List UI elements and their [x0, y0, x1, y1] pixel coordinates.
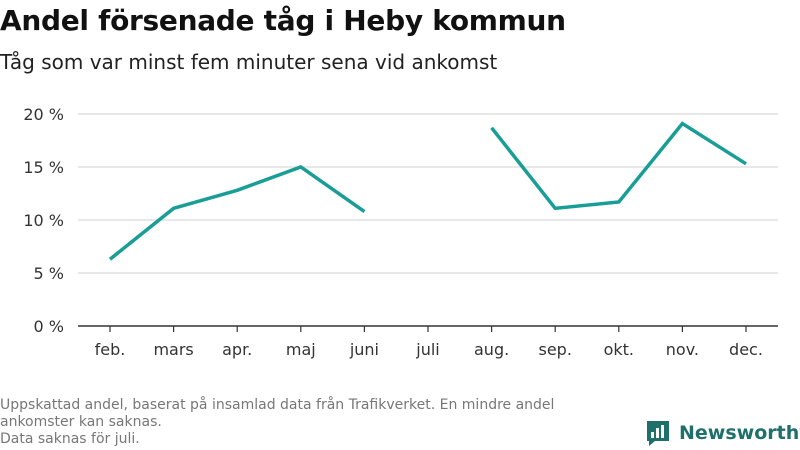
y-tick-label: 15 % — [23, 158, 64, 177]
footnote-line: ankomster kan saknas. — [0, 414, 162, 430]
y-tick-label: 20 % — [23, 105, 64, 124]
x-tick-label: juli — [415, 340, 439, 359]
x-tick-label: maj — [286, 340, 316, 359]
line-chart: 0 % 5 % 10 % 15 % 20 % feb. mars apr. maj juni jul… — [23, 105, 778, 359]
chart-title: Andel försenade tåg i Heby kommun — [0, 4, 566, 37]
bar-chart-logo-icon — [647, 421, 669, 446]
x-tick-label: juni — [349, 340, 379, 359]
x-tick-label: nov. — [666, 340, 699, 359]
footnote: Uppskattad andel, baserat på insamlad da… — [0, 397, 640, 448]
x-tick-label: okt. — [604, 340, 634, 359]
x-tick-label: aug. — [474, 340, 509, 359]
series-line-segment — [108, 165, 366, 261]
y-tick-label: 10 % — [23, 211, 64, 230]
brand-logo: Newsworthy — [645, 418, 800, 448]
series-line-segment — [490, 121, 747, 211]
brand-name: Newsworthy — [679, 422, 800, 444]
x-tick-label: apr. — [222, 340, 252, 359]
footnote-line: Data saknas för juli. — [0, 431, 140, 447]
y-tick-label: 5 % — [34, 264, 64, 283]
y-tick-label: 0 % — [34, 317, 64, 336]
footnote-line: Uppskattad andel, baserat på insamlad da… — [0, 397, 555, 413]
x-tick-label: mars — [153, 340, 193, 359]
chart-subtitle: Tåg som var minst fem minuter sena vid a… — [0, 50, 498, 74]
x-tick-label: dec. — [729, 340, 763, 359]
x-tick-label: sep. — [538, 340, 571, 359]
x-tick-label: feb. — [95, 340, 126, 359]
